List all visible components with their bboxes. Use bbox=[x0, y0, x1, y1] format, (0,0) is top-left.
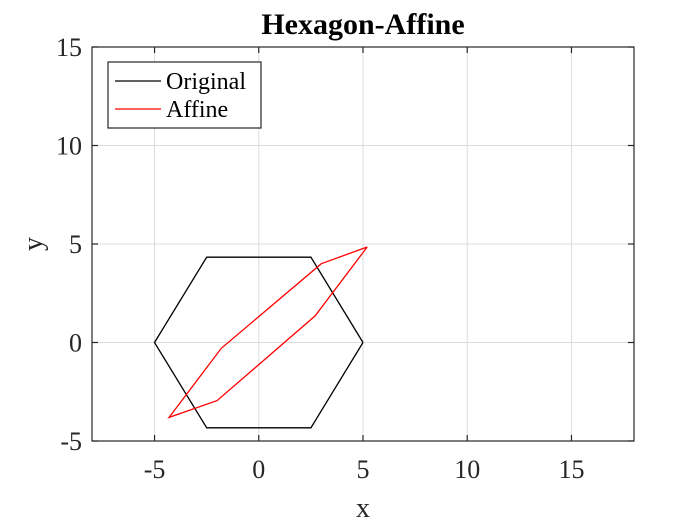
x-tick-label: 0 bbox=[252, 455, 265, 484]
y-axis-label: y bbox=[18, 237, 49, 251]
legend-label-original: Original bbox=[166, 69, 246, 95]
y-tick-label: 0 bbox=[69, 329, 82, 358]
x-axis-label: x bbox=[356, 493, 370, 524]
x-tick-label: 5 bbox=[357, 455, 370, 484]
y-tick-label: -5 bbox=[60, 427, 82, 456]
ticks: -5 0 5 10 15 -5 0 5 10 15 bbox=[56, 33, 634, 484]
y-tick-label: 15 bbox=[56, 33, 82, 62]
y-tick-label: 5 bbox=[69, 230, 82, 259]
y-tick-label: 10 bbox=[56, 132, 82, 161]
x-tick-label: -5 bbox=[144, 455, 166, 484]
legend-box bbox=[107, 61, 262, 129]
x-tick-label: 15 bbox=[558, 455, 584, 484]
series-lines bbox=[153, 246, 368, 429]
series-line-original bbox=[153, 256, 364, 429]
x-tick-label: 10 bbox=[454, 455, 480, 484]
legend-label-affine: Affine bbox=[166, 97, 228, 123]
chart-title: Hexagon-Affine bbox=[261, 8, 464, 41]
series-line-affine bbox=[167, 246, 368, 419]
